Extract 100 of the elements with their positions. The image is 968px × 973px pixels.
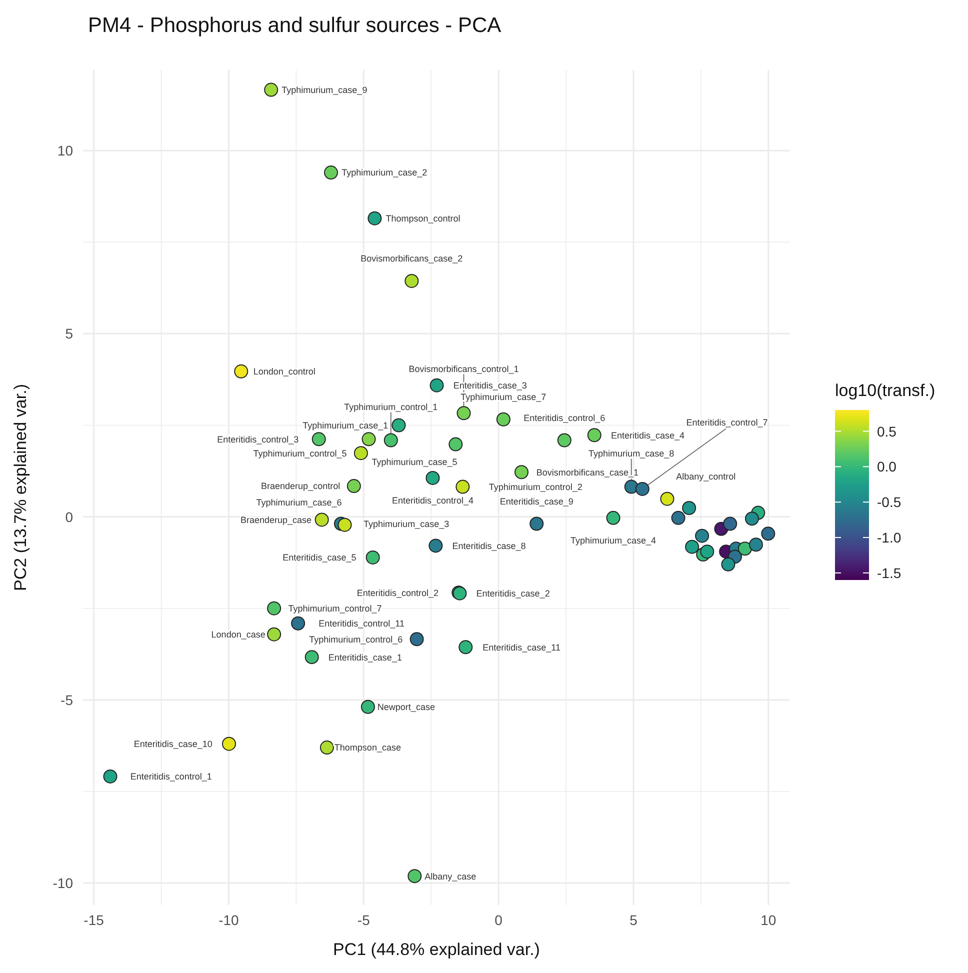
annotation: Enteritidis_case_5 xyxy=(282,552,356,563)
point xyxy=(404,274,419,288)
point xyxy=(557,433,572,448)
annotation: Enteritidis_case_4 xyxy=(610,430,684,440)
point xyxy=(671,510,686,525)
annotation: Typhimurium_case_3 xyxy=(364,518,450,529)
annotation: Enteritidis_control_4 xyxy=(392,496,474,506)
point xyxy=(354,446,368,460)
x-tick-label: 0 xyxy=(494,912,503,928)
annotation: Albany_case xyxy=(424,871,476,882)
point xyxy=(738,542,752,556)
point xyxy=(392,418,406,432)
color-bar-label: -1.5 xyxy=(877,564,902,581)
color-bar-label: 0.0 xyxy=(877,458,897,475)
point xyxy=(749,538,763,552)
color-bar-label: 0.5 xyxy=(877,423,897,440)
annotation: Enteritidis_case_1 xyxy=(328,652,402,662)
y-tick-label: 10 xyxy=(57,142,74,159)
point xyxy=(426,470,440,485)
point xyxy=(456,406,471,420)
y-tick-label: -5 xyxy=(60,692,74,708)
point xyxy=(234,364,248,378)
point xyxy=(514,465,528,480)
x-tick-label: -15 xyxy=(84,912,104,928)
annotation: Enteritidis_case_8 xyxy=(452,540,526,551)
annotation: Typhimurium_case_8 xyxy=(588,448,674,458)
point xyxy=(346,479,361,494)
annotation: Enteritidis_control_6 xyxy=(524,412,606,423)
annotation: Enteritidis_control_1 xyxy=(130,772,212,782)
point xyxy=(496,412,510,426)
point xyxy=(267,627,282,642)
annotation: Typhimurium_control_6 xyxy=(309,634,403,644)
annotation: Braenderup_case xyxy=(240,514,312,525)
point xyxy=(685,540,700,554)
annotation: Typhimurium_control_1 xyxy=(344,402,438,412)
annotation: Bovismorbificans_case_2 xyxy=(360,254,463,264)
point xyxy=(530,516,544,531)
point xyxy=(366,550,380,564)
annotation: London_case xyxy=(211,630,266,640)
point xyxy=(222,736,236,751)
x-tick-label: -5 xyxy=(357,912,370,928)
point xyxy=(314,512,329,527)
y-tick-label: 0 xyxy=(65,508,74,525)
point xyxy=(744,512,759,526)
point xyxy=(458,640,473,654)
point xyxy=(384,433,398,448)
annotation: Typhimurium_case_4 xyxy=(570,536,656,546)
annotation: Braenderup_control xyxy=(261,481,340,492)
point xyxy=(448,437,463,452)
point xyxy=(721,557,736,572)
point xyxy=(362,432,376,446)
point xyxy=(312,432,326,446)
point xyxy=(624,480,638,494)
annotation: Typhimurium_case_5 xyxy=(372,456,458,467)
x-axis-title: PC1 (44.8% explained var.) xyxy=(333,940,540,959)
point xyxy=(360,700,375,714)
point xyxy=(456,480,470,494)
annotation: London_control xyxy=(253,366,316,377)
annotation: Typhimurium_control_2 xyxy=(488,482,582,492)
point xyxy=(635,482,650,496)
annotation: Enteritidis_control_2 xyxy=(356,588,438,598)
point xyxy=(291,616,306,630)
annotation: Typhimurium_control_5 xyxy=(253,448,347,458)
annotation: Typhimurium_control_7 xyxy=(288,604,382,614)
annotation: Typhimurium_case_6 xyxy=(256,498,342,508)
annotation: Typhimurium_case_1 xyxy=(302,420,388,430)
annotation: Thompson_case xyxy=(334,742,401,753)
point xyxy=(410,632,424,646)
point xyxy=(428,538,443,553)
point xyxy=(103,769,118,784)
point xyxy=(264,82,278,97)
y-tick-label: 5 xyxy=(65,326,74,342)
annotation: Thompson_control xyxy=(386,214,460,224)
y-axis-title: PC2 (13.7% explained var.) xyxy=(11,384,30,591)
point xyxy=(723,516,738,531)
annotation: Enteritidis_case_2 xyxy=(476,588,550,599)
annotation: Typhimurium_case_9 xyxy=(282,84,368,95)
point xyxy=(682,501,696,516)
point xyxy=(368,211,382,226)
point xyxy=(408,869,422,884)
point xyxy=(761,526,776,541)
x-tick-label: 5 xyxy=(630,912,638,928)
chart-title: PM4 - Phosphorus and sulfur sources - PCA xyxy=(88,14,502,37)
annotation: Enteritidis_case_11 xyxy=(482,642,560,652)
annotation: Enteritidis_control_7 xyxy=(686,418,768,428)
x-tick-label: -10 xyxy=(218,912,240,928)
point xyxy=(320,740,334,755)
annotation: Enteritidis_control_3 xyxy=(217,434,299,444)
point xyxy=(324,166,338,180)
point xyxy=(660,492,674,506)
point xyxy=(700,544,714,559)
annotation: Typhimurium_case_2 xyxy=(342,168,428,178)
y-tick-label: -10 xyxy=(52,875,74,892)
color-bar-title: log10(transf.) xyxy=(835,381,936,400)
annotation: Albany_control xyxy=(676,472,736,482)
point xyxy=(606,510,620,525)
point xyxy=(338,518,352,532)
point xyxy=(695,528,710,543)
annotation: Enteritidis_control_11 xyxy=(318,618,404,629)
color-bar-label: -0.5 xyxy=(877,494,902,510)
